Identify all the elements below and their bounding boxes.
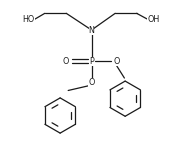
Text: P: P — [89, 57, 94, 66]
Text: OH: OH — [147, 15, 160, 24]
Text: HO: HO — [23, 15, 35, 24]
Text: O: O — [113, 57, 120, 66]
Text: O: O — [88, 78, 95, 87]
Text: O: O — [63, 57, 69, 66]
Text: N: N — [89, 26, 94, 35]
